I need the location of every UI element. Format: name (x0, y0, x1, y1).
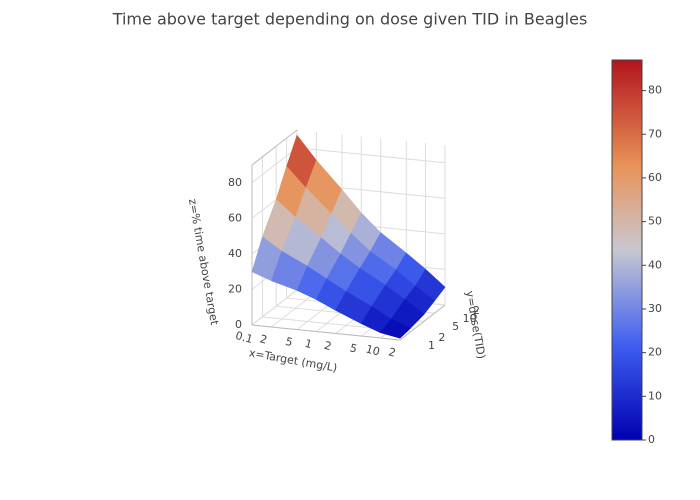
colorbar-tick-label: 80 (648, 84, 662, 97)
y-tick-label: 2 (438, 331, 445, 344)
colorbar (611, 59, 643, 441)
chart-title: Time above target depending on dose give… (112, 10, 588, 29)
colorbar-tick-label: 40 (648, 258, 662, 271)
y-tick-label: 2 (473, 304, 480, 317)
y-grid-line (261, 156, 411, 333)
x-tick-label: 5 (348, 341, 358, 355)
z-axis-title: z=% time above target (186, 198, 221, 327)
x-tick-label: 10 (364, 342, 381, 358)
z-tick-label: 0 (235, 318, 242, 331)
x-tick-label: 0.1 (234, 329, 254, 346)
colorbar-tick-label: 30 (648, 302, 662, 315)
axis-line (251, 129, 446, 341)
z-tick-label: 20 (228, 282, 242, 295)
x-tick-label: 2 (323, 339, 333, 353)
x-tick-label: 5 (284, 335, 294, 349)
colorbar-tick-label: 60 (648, 171, 662, 184)
z-tick-label: 60 (228, 211, 242, 224)
colorbar-tick-label: 50 (648, 215, 662, 228)
surface-cell (380, 318, 411, 339)
colorbar-tick-label: 20 (648, 346, 662, 359)
colorbar-tick-label: 0 (648, 433, 655, 446)
y-tick-label: 5 (452, 320, 459, 333)
y-tick-label: 10 (463, 312, 477, 325)
colorbar-tick-label: 10 (648, 389, 662, 402)
y-tick-label: 1 (428, 339, 435, 352)
z-tick-label: 80 (228, 176, 242, 189)
colorbar-tick-label: 70 (648, 127, 662, 140)
z-grid-line (251, 147, 446, 184)
x-tick-label: 1 (303, 337, 313, 351)
x-tick-label: 2 (387, 345, 397, 359)
z-tick-label: 40 (228, 247, 242, 260)
x-tick-label: 2 (258, 332, 268, 346)
